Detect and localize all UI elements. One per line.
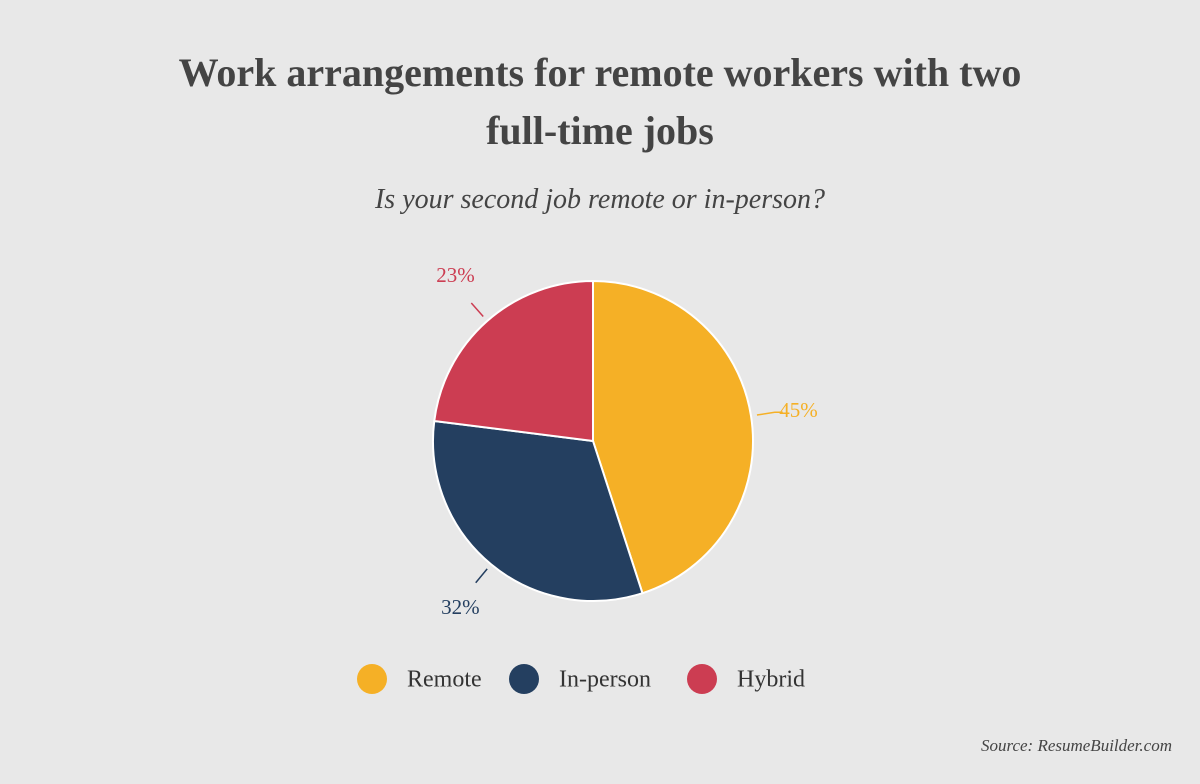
pie-slice (592, 279, 754, 595)
chart-title: Work arrangements for remote workers wit… (178, 50, 1022, 153)
source-note: Source: ResumeBuilder.com (980, 736, 1172, 755)
pie-slice (433, 279, 594, 443)
legend-label: Remote (407, 667, 482, 693)
legend-marker (687, 664, 717, 694)
legend-label: Hybrid (737, 667, 805, 693)
legend-marker (357, 664, 387, 694)
leader-line (756, 411, 783, 416)
leader-line (470, 302, 484, 317)
leader-line (475, 568, 488, 584)
data-label: 32% (441, 595, 480, 619)
legend-marker (509, 664, 539, 694)
data-label: 23% (436, 263, 475, 287)
data-label: 45% (779, 398, 818, 422)
legend-label: In-person (559, 667, 651, 693)
chart-subtitle: Is your second job remote or in-person? (374, 184, 825, 215)
pie-slice (432, 419, 644, 602)
